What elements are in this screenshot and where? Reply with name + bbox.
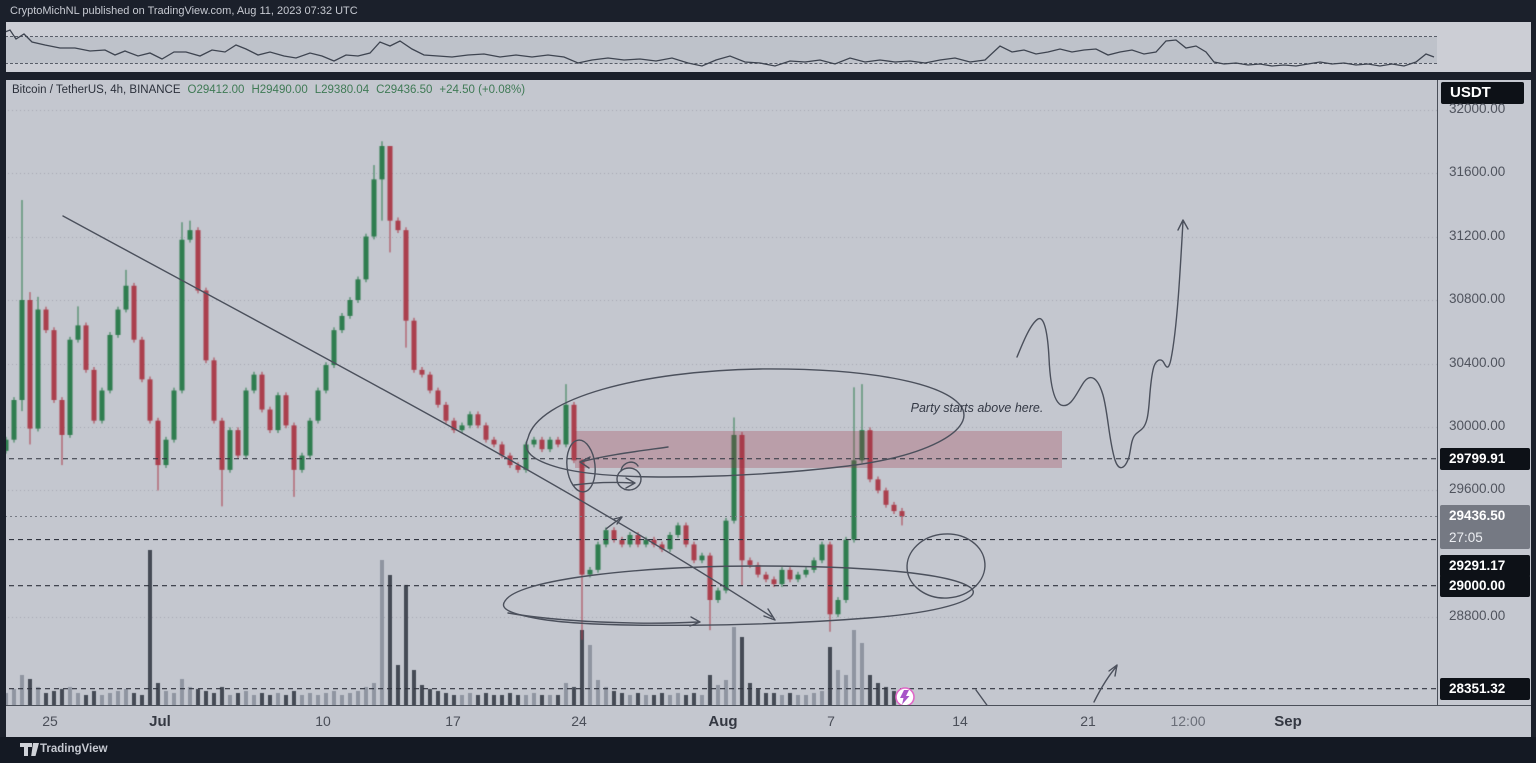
time-axis-label: 10 bbox=[315, 713, 331, 729]
ohlc-field: O29412.00 bbox=[187, 84, 245, 96]
time-axis-label: 7 bbox=[827, 713, 835, 729]
minimap-price-line bbox=[0, 29, 1435, 67]
time-axis-label: Aug bbox=[708, 713, 738, 730]
ohlc-values: O29412.00 H29490.00 L29380.04 C29436.50 +24.… bbox=[181, 84, 526, 96]
time-axis-label: Jul bbox=[149, 713, 171, 730]
time-axis-label: 12:00 bbox=[1170, 713, 1206, 729]
ohlc-field: C29436.50 bbox=[376, 84, 433, 96]
current-price-value: 29436.50 bbox=[1449, 508, 1506, 524]
minimap-navigator[interactable] bbox=[0, 22, 1536, 72]
candlestick-canvas[interactable] bbox=[0, 80, 1437, 705]
left-frame-edge bbox=[0, 22, 6, 737]
price-tick-label: 28800.00 bbox=[1449, 608, 1506, 624]
time-axis-label: 25 bbox=[42, 713, 58, 729]
symbol-description: Bitcoin / TetherUS, 4h, BINANCE bbox=[12, 84, 181, 96]
price-axis[interactable]: USDT 32000.00 31600.00 31200.00 30800.00 304… bbox=[1437, 80, 1531, 705]
time-axis-label: Sep bbox=[1274, 713, 1302, 730]
tradingview-brand-text[interactable]: TradingView bbox=[40, 743, 108, 755]
minimap-lower-dashed-line bbox=[0, 63, 1437, 64]
price-level-label: 28351.32 bbox=[1440, 677, 1530, 700]
published-info-text: CryptoMichNL published on TradingView.co… bbox=[10, 5, 358, 17]
price-tick-label: 31200.00 bbox=[1449, 227, 1506, 243]
time-axis-label: 21 bbox=[1080, 713, 1096, 729]
published-info-bar: CryptoMichNL published on TradingView.co… bbox=[0, 0, 1536, 22]
minimap-line-chart bbox=[0, 29, 1435, 67]
minimap-upper-dashed-line bbox=[0, 36, 1437, 37]
price-level-label: 29291.17 bbox=[1440, 554, 1530, 577]
time-axis-label: 17 bbox=[445, 713, 461, 729]
time-axis-label: 14 bbox=[952, 713, 968, 729]
right-frame-edge bbox=[1531, 22, 1536, 737]
symbol-info-bar[interactable]: Bitcoin / TetherUS, 4h, BINANCE O29412.00… bbox=[12, 84, 525, 98]
price-tick-label: 30000.00 bbox=[1449, 418, 1506, 433]
time-axis-label: 24 bbox=[571, 713, 587, 729]
price-tick-label: 31600.00 bbox=[1449, 164, 1506, 180]
currency-badge: USDT bbox=[1441, 82, 1524, 104]
separator-bar bbox=[0, 72, 1536, 80]
ohlc-field: +24.50 (+0.08%) bbox=[439, 84, 526, 96]
time-axis[interactable]: 25 Jul 10 17 24 Aug 7 14 21 12:00 Sep bbox=[0, 705, 1536, 737]
price-tick-label: 32000.00 bbox=[1449, 100, 1506, 116]
tradingview-logo-icon[interactable] bbox=[20, 743, 39, 757]
current-price-label: 29436.50 27:05 bbox=[1440, 505, 1530, 550]
price-level-label: 29799.91 bbox=[1440, 447, 1530, 470]
ohlc-field: H29490.00 bbox=[251, 84, 308, 96]
ohlc-field: L29380.04 bbox=[314, 84, 370, 96]
footer-bar: TradingView bbox=[0, 737, 1536, 763]
price-level-label: 29000.00 bbox=[1440, 574, 1530, 597]
price-tick-label: 29600.00 bbox=[1449, 481, 1506, 497]
bar-countdown: 27:05 bbox=[1449, 530, 1483, 546]
price-tick-label: 30800.00 bbox=[1449, 291, 1506, 307]
price-tick-label: 30400.00 bbox=[1449, 354, 1506, 370]
